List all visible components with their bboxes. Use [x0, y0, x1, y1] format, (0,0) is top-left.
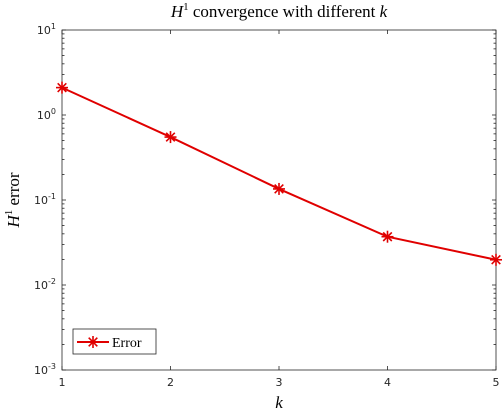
legend-asterisk-icon — [87, 336, 99, 348]
ylabel-prefix: H — [4, 214, 23, 229]
y-tick-label: 10-3 — [34, 362, 56, 377]
x-tick-label: 2 — [167, 376, 174, 389]
y-tick-label: 10-2 — [34, 277, 56, 292]
plot-area — [61, 29, 497, 371]
title-superscript: 1 — [183, 1, 189, 13]
x-tick-label: 5 — [493, 376, 500, 389]
ylabel-superscript: 1 — [3, 210, 15, 216]
y-tick-label: 101 — [37, 22, 56, 37]
title-variable: k — [380, 2, 388, 21]
x-axis-label: k — [275, 393, 283, 411]
x-tick-label: 3 — [276, 376, 283, 389]
y-tick-labels: 101 100 10-1 10-2 10-3 — [34, 22, 56, 377]
x-tick-label: 1 — [59, 376, 66, 389]
chart-title: H1 convergence with different k — [170, 1, 388, 21]
data-point-marker — [273, 182, 285, 195]
legend-marker — [87, 336, 99, 348]
legend: Error — [72, 328, 157, 355]
y-tick-label: 100 — [37, 107, 56, 122]
x-tick-labels: 1 2 3 4 5 — [59, 376, 500, 389]
axis-ticks — [61, 29, 497, 371]
data-point-marker — [381, 230, 394, 243]
legend-label: Error — [112, 336, 142, 351]
data-point-marker — [164, 131, 177, 144]
ylabel-text: error — [4, 172, 23, 210]
data-point-marker — [490, 253, 502, 266]
title-prefix: H — [170, 2, 185, 21]
y-axis-label: H1 error — [3, 172, 23, 228]
x-tick-label: 4 — [384, 376, 391, 389]
title-text: convergence with different — [189, 2, 380, 21]
y-tick-label: 10-1 — [34, 192, 56, 207]
series-layer — [56, 81, 502, 266]
data-point-marker — [56, 81, 68, 94]
